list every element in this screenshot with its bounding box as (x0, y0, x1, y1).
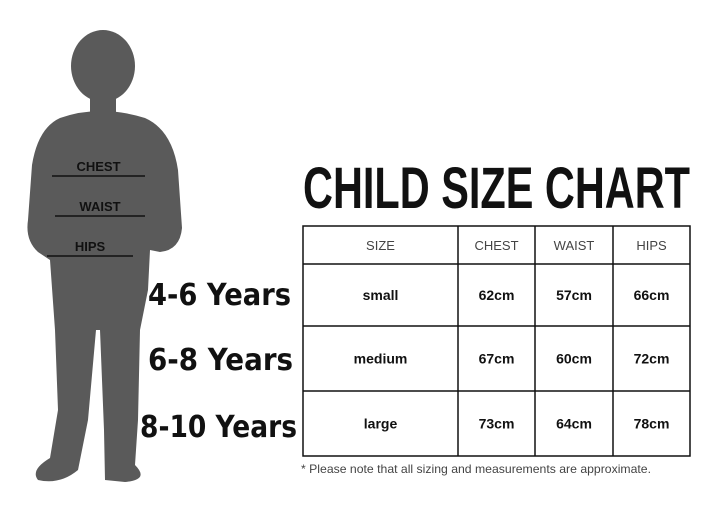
table-cell: 73cm (479, 416, 515, 432)
table-border (302, 225, 691, 457)
title: CHILD SIZE CHART (303, 156, 690, 221)
size-table: SIZE CHEST WAIST HIPS small 62cm 57cm 66cm mediu… (302, 225, 691, 457)
table-cell: large (364, 416, 398, 432)
header-cell: CHEST (474, 238, 518, 253)
table-cell: 72cm (634, 351, 670, 367)
table-cell: medium (354, 351, 408, 367)
figure-label: CHEST (76, 159, 120, 174)
table-cell: 67cm (479, 351, 515, 367)
table-cell: 57cm (556, 287, 592, 303)
table-cell: 64cm (556, 416, 592, 432)
age-labels: 4-6 Years 6-8 Years 8-10 Years (140, 278, 297, 445)
table-cell: 78cm (634, 416, 670, 432)
table-cell: 60cm (556, 351, 592, 367)
header-cell: WAIST (554, 238, 595, 253)
figure-label: HIPS (75, 239, 106, 254)
age-label: 4-6 Years (148, 278, 291, 313)
table-cell: small (363, 287, 399, 303)
figure-label: WAIST (79, 199, 120, 214)
table-cell: 62cm (479, 287, 515, 303)
age-label: 8-10 Years (140, 410, 297, 445)
footnote: * Please note that all sizing and measur… (301, 462, 651, 476)
child-silhouette (27, 30, 182, 482)
table-cell: 66cm (634, 287, 670, 303)
header-cell: HIPS (636, 238, 667, 253)
header-cell: SIZE (366, 238, 395, 253)
figure-labels: CHEST WAIST HIPS (47, 159, 145, 257)
age-label: 6-8 Years (148, 343, 293, 378)
